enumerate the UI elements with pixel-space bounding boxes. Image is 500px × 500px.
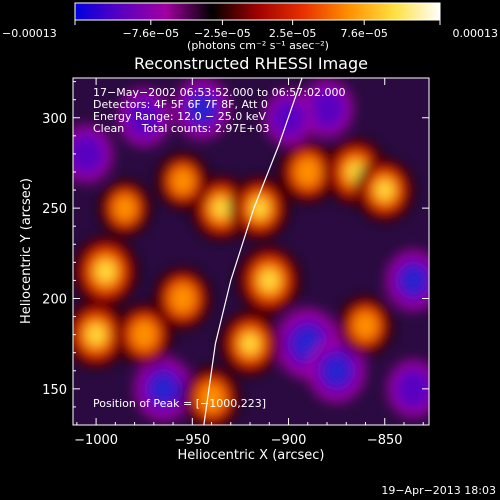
plot-area: 17−May−2002 06:53:52.000 to 06:57:02.000… [42, 77, 430, 448]
plot-frame [72, 77, 430, 426]
heatmap-image [73, 78, 429, 425]
heatmap-hot-region [171, 168, 194, 194]
y-tick-label: 200 [42, 292, 67, 307]
colorbar: −0.00013 −7.6e−05 −2.5e−05 2.5e−05 7.6e−05 0.… [2, 2, 498, 52]
colorbar-ticks: −0.00013 −7.6e−05 −2.5e−05 2.5e−05 7.6e−05 0.… [2, 20, 498, 40]
colorbar-tick-label: 7.6e−05 [340, 27, 387, 40]
x-tick-label: −1000 [74, 433, 118, 448]
heatmap-hot-region [260, 270, 278, 291]
observation-info: 17−May−2002 06:53:52.000 to 06:57:02.000… [93, 86, 346, 135]
heatmap-cold-region [125, 96, 164, 139]
heatmap-cold-region [150, 374, 177, 403]
info-line-time: 17−May−2002 06:53:52.000 to 06:57:02.000 [93, 86, 346, 99]
heatmap-cold-region [323, 356, 350, 385]
y-tick-label: 250 [42, 202, 67, 217]
heatmap-cold-region [401, 266, 426, 294]
heatmap-hot-region [242, 334, 259, 353]
colorbar-unit-label: (photons cm⁻² s⁻¹ asec⁻²) [187, 39, 329, 52]
peak-position-label: Position of Peak = [−1000,223] [93, 397, 266, 410]
heatmap-cold-region [189, 95, 215, 123]
heatmap-hot-region [96, 261, 115, 282]
heatmap-hot-region [213, 198, 230, 218]
heatmap-hot-region [131, 320, 157, 350]
heatmap-hot-region [113, 195, 137, 222]
x-tick-label: −850 [367, 433, 403, 448]
heatmap-cold-region [308, 87, 347, 130]
heatmap-hot-region [353, 311, 378, 340]
y-axis-label: Heliocentric Y (arcsec) [19, 178, 34, 324]
colorbar-tick-label: 2.5e−05 [269, 27, 316, 40]
heatmap-hot-region [295, 157, 321, 187]
y-tick-label: 300 [42, 112, 67, 127]
x-tick-label: −950 [174, 433, 210, 448]
colorbar-tick-label: 0.00013 [453, 27, 499, 40]
colorbar-gradient [74, 2, 441, 21]
heatmap-cold-region [394, 367, 429, 410]
footer-date: 19−Apr−2013 18:03 [381, 484, 496, 497]
heatmap-blobs [73, 78, 429, 425]
y-axis: 150 200 250 300 [42, 81, 429, 408]
chart-title: Reconstructed RHESSI Image [134, 54, 368, 73]
heatmap-cold-region [73, 133, 106, 175]
x-axis-label: Heliocentric X (arcsec) [178, 448, 325, 463]
info-line-counts: Clean Total counts: 2.97E+03 [93, 122, 270, 135]
info-line-energy: Energy Range: 12.0 − 25.0 keV [93, 110, 267, 123]
solar-limb-curve [203, 78, 303, 425]
colorbar-tick-label: −0.00013 [2, 27, 57, 40]
colorbar-tick-label: −7.6e−05 [122, 27, 179, 40]
heatmap-hot-region [87, 324, 105, 345]
heatmap-hot-region [170, 284, 196, 313]
colorbar-tick-label: −2.5e−05 [194, 27, 251, 40]
heatmap-hot-region [199, 383, 225, 413]
x-tick-label: −900 [271, 433, 307, 448]
x-axis: −1000 −950 −900 −850 [74, 78, 424, 448]
heatmap-hot-region [376, 181, 393, 200]
info-line-detectors: Detectors: 4F 5F 6F 7F 8F, Att 0 [93, 98, 268, 111]
y-tick-label: 150 [42, 383, 67, 398]
